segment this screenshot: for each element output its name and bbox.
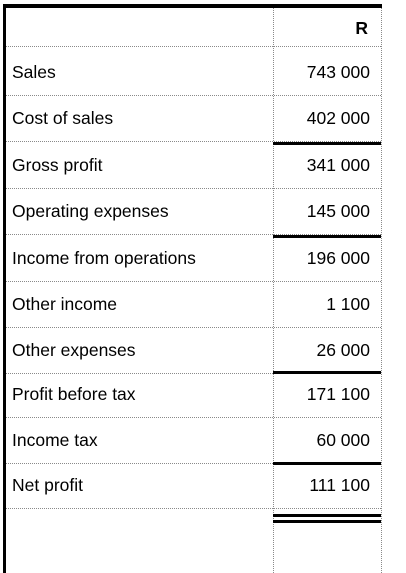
row-value: 145 000 bbox=[306, 201, 370, 221]
row-value: 341 000 bbox=[306, 155, 370, 175]
subtotal-rule bbox=[273, 371, 381, 374]
row-label: Cost of sales bbox=[12, 108, 114, 128]
row-label: Income tax bbox=[12, 430, 98, 450]
table-row: Income from operations 196 000 bbox=[6, 235, 381, 282]
row-label: Other income bbox=[12, 294, 118, 314]
row-value: 743 000 bbox=[306, 62, 370, 82]
table-row: Sales 743 000 bbox=[6, 49, 381, 96]
table-row: Profit before tax 171 100 bbox=[6, 371, 381, 418]
row-value: 196 000 bbox=[306, 248, 370, 268]
subtotal-rule bbox=[273, 235, 381, 238]
row-value: 26 000 bbox=[316, 340, 370, 360]
row-label: Gross profit bbox=[12, 155, 103, 175]
table-row: Net profit 111 100 bbox=[6, 462, 381, 509]
table-row: Gross profit 341 000 bbox=[6, 142, 381, 189]
row-label: Net profit bbox=[12, 475, 83, 495]
table-row: Other income 1 100 bbox=[6, 281, 381, 328]
column-separator-amount bbox=[273, 8, 274, 573]
double-underline-top bbox=[273, 514, 381, 517]
row-value: 111 100 bbox=[309, 475, 370, 495]
row-label: Operating expenses bbox=[12, 201, 169, 221]
row-value: 1 100 bbox=[326, 294, 370, 314]
table-row: Cost of sales 402 000 bbox=[6, 95, 381, 142]
table-top-border bbox=[3, 4, 382, 8]
table-row: Other expenses 26 000 bbox=[6, 327, 381, 374]
table-row: Operating expenses 145 000 bbox=[6, 188, 381, 235]
table-left-border bbox=[3, 4, 6, 573]
subtotal-rule bbox=[273, 142, 381, 145]
row-value: 171 100 bbox=[306, 384, 370, 404]
row-label: Sales bbox=[12, 62, 56, 82]
row-label: Profit before tax bbox=[12, 384, 136, 404]
table-row: Income tax 60 000 bbox=[6, 417, 381, 464]
currency-header: R bbox=[355, 18, 368, 38]
column-separator-right bbox=[381, 8, 382, 573]
row-value: 402 000 bbox=[306, 108, 370, 128]
header-row: R bbox=[6, 8, 381, 47]
row-label: Other expenses bbox=[12, 340, 136, 360]
subtotal-rule bbox=[273, 462, 381, 465]
row-value: 60 000 bbox=[316, 430, 370, 450]
row-label: Income from operations bbox=[12, 248, 196, 268]
double-underline-bottom bbox=[273, 520, 381, 523]
